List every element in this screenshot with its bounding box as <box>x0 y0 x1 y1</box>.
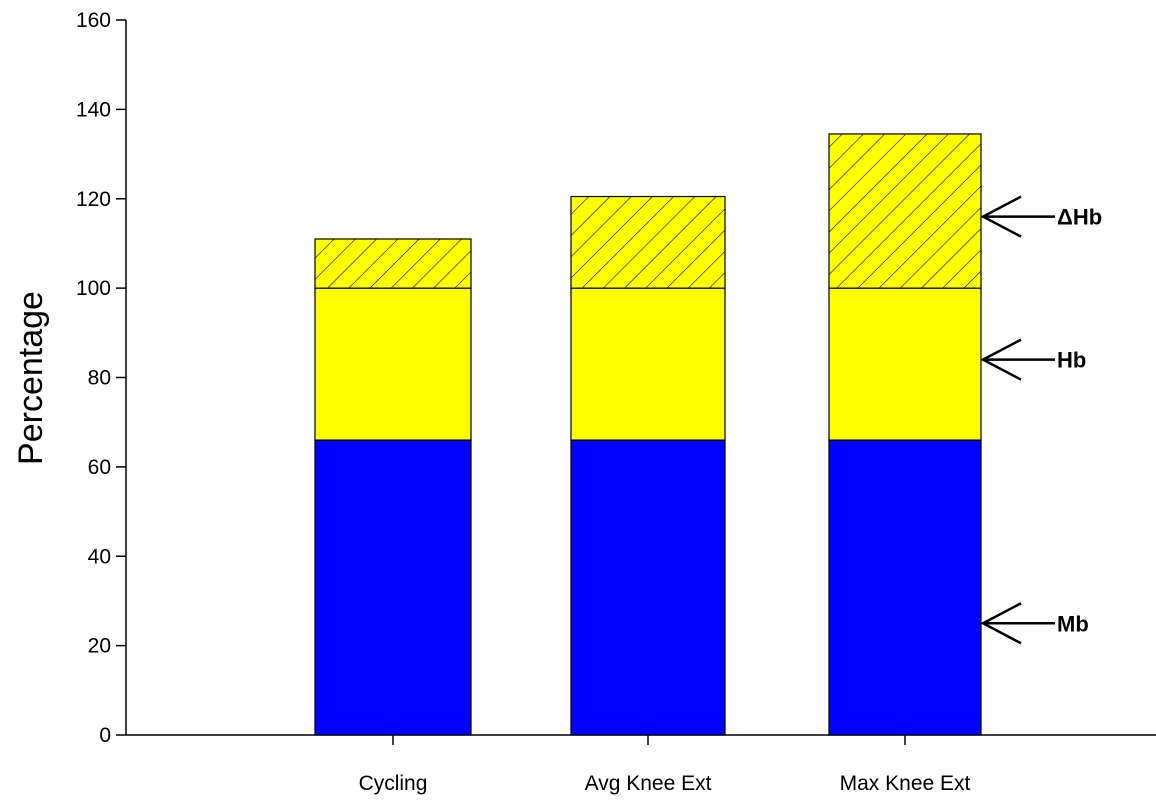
y-tick-label: 140 <box>76 98 111 121</box>
bar-segment-hb <box>314 287 472 441</box>
x-tick-label: Avg Knee Ext <box>585 772 712 795</box>
arrow-head <box>980 338 1022 381</box>
arrow-head <box>980 195 1022 238</box>
arrow-head <box>980 602 1022 645</box>
x-tick-label: Max Knee Ext <box>840 772 971 795</box>
bar-segment-delta-hb <box>314 238 472 289</box>
y-tick-label: 100 <box>76 277 111 300</box>
bar-segment-mb <box>570 439 726 736</box>
y-tick-label: 0 <box>99 724 111 747</box>
annotations: ΔHb Hb Mb <box>980 195 1102 645</box>
bar-segment-hb <box>828 287 982 441</box>
y-tick-label: 80 <box>88 367 111 390</box>
y-axis-label: Percentage <box>12 291 50 465</box>
bar-segment-mb <box>314 439 472 736</box>
y-tick-label: 120 <box>76 188 111 211</box>
bar-segment-hb <box>570 287 726 441</box>
y-tick-label: 40 <box>88 545 111 568</box>
bars <box>314 133 982 736</box>
bar-segment-delta-hb <box>570 195 726 289</box>
y-tick-label: 60 <box>88 456 111 479</box>
axes: 0 20 40 60 80 100 120 140 160 Cycling Avg Knee Ext… <box>76 9 1156 795</box>
y-tick-label: 160 <box>76 9 111 32</box>
y-tick-label: 20 <box>88 635 111 658</box>
bar-segment-mb <box>828 439 982 736</box>
annotation-label: Hb <box>1057 348 1086 373</box>
x-tick-label: Cycling <box>359 772 428 795</box>
annotation-label: Mb <box>1057 611 1089 636</box>
annotation-label: ΔHb <box>1057 205 1102 230</box>
bar-segment-delta-hb <box>828 133 982 289</box>
